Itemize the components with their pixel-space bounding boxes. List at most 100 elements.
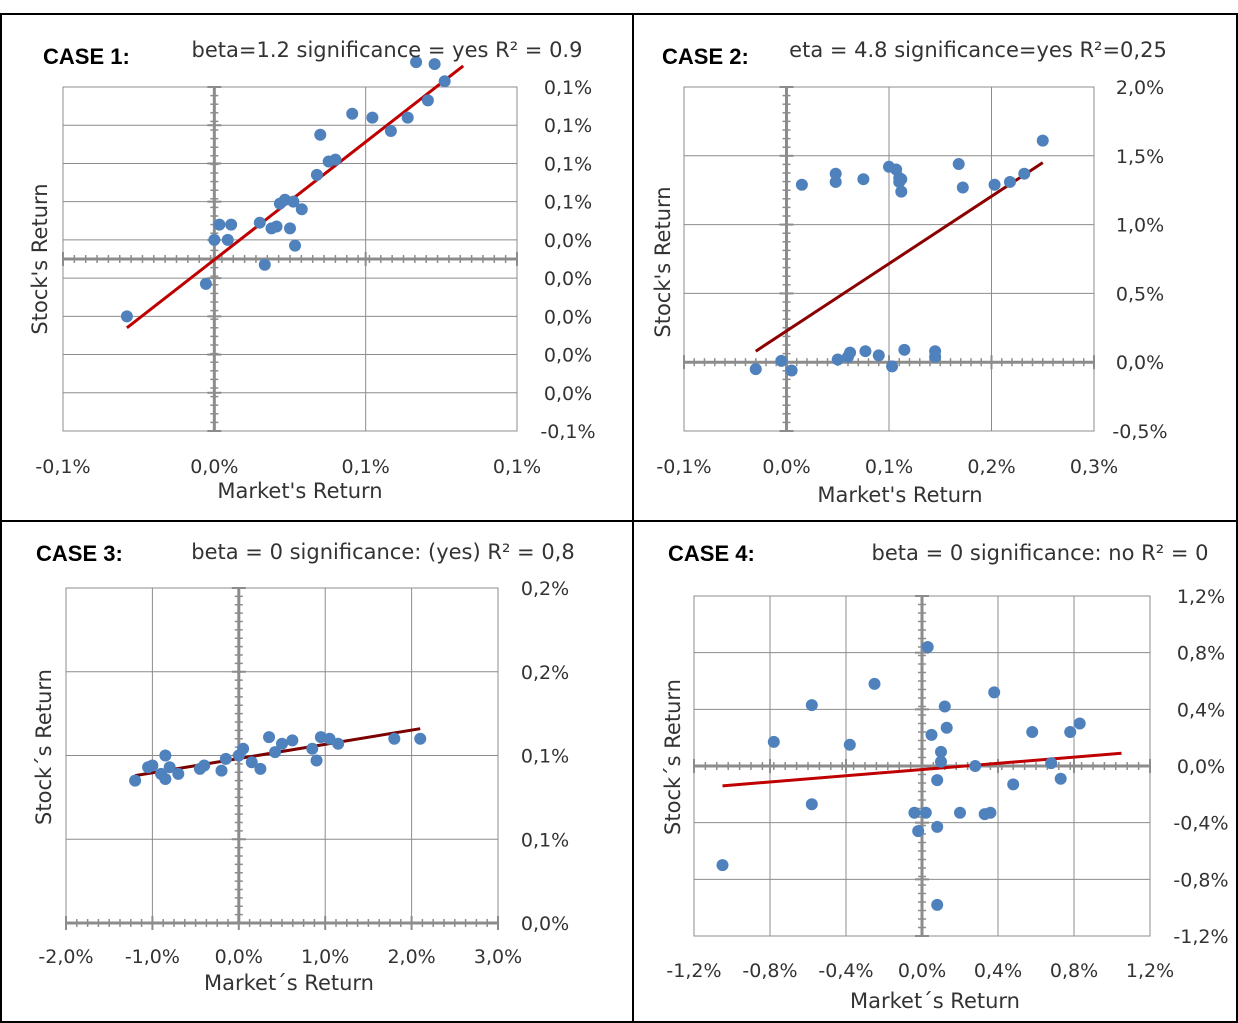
y-axis-title: Stock's Return bbox=[651, 186, 675, 337]
outer-frame bbox=[0, 13, 1238, 1023]
data-point bbox=[421, 94, 434, 107]
chart-case-1: -0,1% 0,0% 0,1% 0,1% 0,1% 0,1% 0,1% 0,1% 0,0% 0,0… bbox=[28, 38, 596, 503]
data-point bbox=[908, 806, 921, 819]
data-point bbox=[829, 167, 842, 180]
data-point bbox=[198, 759, 211, 772]
y-tick-label: 0,1% bbox=[544, 192, 592, 214]
data-point bbox=[258, 258, 271, 271]
y-tick-label: 1,5% bbox=[1116, 146, 1164, 168]
data-point bbox=[829, 175, 842, 188]
y-tick-label: 1,2% bbox=[1177, 586, 1225, 608]
y-tick-label: -0,8% bbox=[1173, 869, 1228, 891]
data-point bbox=[805, 699, 818, 712]
data-point bbox=[767, 735, 780, 748]
x-axis-title: Market´s Return bbox=[850, 989, 1020, 1013]
x-tick-label: 1,0% bbox=[301, 946, 349, 968]
data-point bbox=[163, 761, 176, 774]
x-tick-label: 3,0% bbox=[474, 946, 522, 968]
data-point bbox=[716, 859, 729, 872]
data-point bbox=[1073, 717, 1086, 730]
data-point bbox=[952, 158, 965, 171]
case-label: CASE 1: bbox=[43, 44, 130, 69]
data-point bbox=[263, 731, 276, 744]
data-point bbox=[438, 75, 451, 88]
y-tick-label: -0,1% bbox=[540, 421, 595, 443]
data-point bbox=[912, 825, 925, 838]
y-axis-title: Stock´s Return bbox=[32, 669, 56, 825]
chart-caption: eta = 4.8 significance=yes R²=0,25 bbox=[789, 38, 1167, 62]
y-tick-label: 0,5% bbox=[1116, 283, 1164, 305]
x-tick-label: -0,4% bbox=[818, 960, 873, 982]
x-tick-label: 0,4% bbox=[974, 960, 1022, 982]
case-label: CASE 4: bbox=[668, 541, 755, 566]
data-point bbox=[253, 216, 266, 229]
y-tick-label: 0,0% bbox=[544, 306, 592, 328]
data-point bbox=[384, 124, 397, 137]
data-point bbox=[410, 56, 423, 69]
data-point bbox=[289, 239, 302, 252]
data-point bbox=[414, 732, 427, 745]
data-point bbox=[287, 195, 300, 208]
data-point bbox=[245, 756, 258, 769]
y-tick-label: 0,8% bbox=[1177, 643, 1225, 665]
data-point bbox=[872, 349, 885, 362]
data-point bbox=[935, 755, 947, 768]
data-point bbox=[295, 203, 308, 216]
data-point bbox=[172, 767, 185, 780]
chart-case-4: -1,2% -0,8% -0,4% 0,0% 0,4% 0,8% 1,2% -1,2% -0,8… bbox=[661, 541, 1229, 1013]
data-point bbox=[749, 363, 762, 376]
data-point bbox=[225, 218, 238, 231]
data-point bbox=[306, 742, 319, 755]
x-tick-label: -1,0% bbox=[125, 946, 180, 968]
data-point bbox=[129, 774, 142, 787]
y-axis-title: Stock´s Return bbox=[661, 679, 685, 835]
x-tick-label: 0,2% bbox=[967, 456, 1015, 478]
data-point bbox=[844, 346, 857, 359]
y-tick-label: 0,1% bbox=[544, 153, 592, 175]
x-tick-label: -2,0% bbox=[38, 946, 93, 968]
data-point bbox=[935, 745, 947, 758]
y-tick-label: 0,1% bbox=[521, 829, 569, 851]
x-tick-label: 2,0% bbox=[387, 946, 435, 968]
data-point bbox=[346, 107, 359, 120]
data-point bbox=[286, 734, 299, 747]
data-point bbox=[898, 343, 911, 356]
y-tick-label: 0,2% bbox=[521, 578, 569, 600]
y-tick-label: -1,2% bbox=[1173, 926, 1228, 948]
trendline bbox=[754, 161, 1044, 353]
y-tick-label: 0,1% bbox=[521, 746, 569, 768]
y-axis-title: Stock's Return bbox=[28, 183, 52, 334]
data-point bbox=[895, 173, 908, 186]
data-point bbox=[795, 178, 808, 191]
x-axis-title: Market's Return bbox=[217, 479, 382, 503]
data-point bbox=[969, 760, 982, 772]
chart-case-2: -0,1% 0,0% 0,1% 0,2% 0,3% -0,5% 0,0% 0,5% 1,0% 1,… bbox=[651, 38, 1168, 507]
data-point bbox=[219, 752, 232, 765]
chart-caption: beta = 0 significance: no R² = 0 bbox=[872, 541, 1209, 565]
x-tick-label: 0,0% bbox=[898, 960, 946, 982]
data-point bbox=[428, 58, 441, 71]
x-tick-label: 0,0% bbox=[190, 456, 238, 478]
data-point bbox=[921, 641, 934, 653]
data-point bbox=[213, 218, 226, 231]
chart-caption: beta = 0 significance: (yes) R² = 0,8 bbox=[191, 540, 574, 564]
data-point bbox=[843, 738, 856, 751]
data-point bbox=[159, 772, 172, 785]
data-point bbox=[956, 181, 969, 194]
y-tick-label: -0,4% bbox=[1173, 813, 1228, 835]
data-point bbox=[940, 721, 953, 734]
data-point bbox=[146, 759, 159, 772]
data-point bbox=[931, 820, 944, 833]
y-tick-label: 0,1% bbox=[544, 115, 592, 137]
x-tick-label: -0,8% bbox=[742, 960, 797, 982]
data-point bbox=[1018, 167, 1031, 180]
data-point bbox=[1026, 726, 1039, 738]
data-point bbox=[805, 798, 818, 811]
y-tick-label: -0,5% bbox=[1112, 421, 1167, 443]
y-tick-label: 0,0% bbox=[1177, 756, 1225, 778]
data-point bbox=[988, 686, 1001, 699]
data-point bbox=[270, 220, 283, 233]
y-tick-label: 0,0% bbox=[544, 383, 592, 405]
data-point bbox=[159, 749, 172, 762]
data-point bbox=[276, 737, 288, 750]
